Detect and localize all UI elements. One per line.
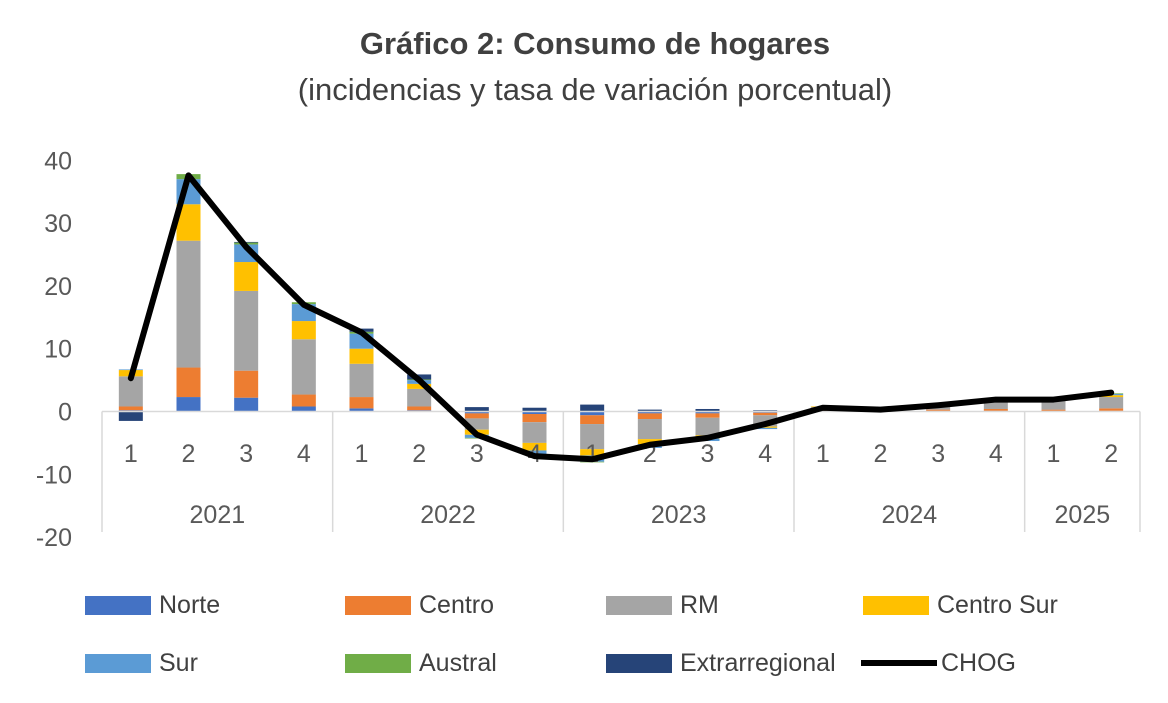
bar-centro (234, 370, 259, 398)
bar-extrarregional (695, 408, 720, 412)
bar-centro (407, 406, 432, 411)
x-tick-label: 4 (297, 440, 311, 468)
y-tick-label: 40 (44, 147, 72, 175)
bar-rm (407, 388, 432, 407)
bar-norte (580, 411, 605, 416)
x-tick-label: 1 (585, 440, 599, 468)
x-tick-label: 1 (355, 440, 369, 468)
bar-centro-sur (580, 449, 605, 456)
bar-rm (1099, 397, 1124, 409)
bar-rm (1041, 400, 1066, 410)
bar-centro (580, 415, 605, 425)
y-tick-label: 10 (44, 336, 72, 364)
bar-centro (176, 367, 201, 398)
x-tick-label: 3 (239, 440, 253, 468)
bar-extrarregional (522, 407, 547, 412)
bar-centro-sur (407, 383, 432, 389)
x-tick-label: 1 (1047, 440, 1061, 468)
bar-extrarregional (118, 411, 143, 421)
bar-rm (983, 399, 1008, 409)
bar-extrarregional (637, 409, 662, 412)
year-group-label: 2025 (1055, 501, 1111, 529)
bar-centro-sur (637, 439, 662, 445)
x-tick-label: 3 (470, 440, 484, 468)
bar-centro (753, 412, 778, 416)
bar-centro (637, 413, 662, 420)
x-tick-label: 2 (1104, 440, 1118, 468)
bar-centro (1041, 409, 1066, 411)
bar-rm (118, 376, 143, 407)
chart-subtitle: (incidencias y tasa de variación porcent… (297, 72, 893, 107)
bar-extrarregional (580, 404, 605, 412)
x-tick-label: 3 (701, 440, 715, 468)
x-tick-label: 1 (816, 440, 830, 468)
bar-rm (176, 240, 201, 368)
x-tick-label: 4 (758, 440, 772, 468)
x-tick-label: 2 (874, 440, 888, 468)
bar-centro (349, 397, 374, 409)
bar-centro (983, 408, 1008, 411)
bar-sur (522, 450, 547, 455)
x-tick-label: 2 (182, 440, 196, 468)
bar-rm (464, 418, 489, 430)
bar-centro-sur (291, 321, 316, 340)
bar-centro-sur (1099, 395, 1124, 398)
year-group-label: 2021 (190, 501, 246, 529)
bar-centro (291, 394, 316, 407)
bar-centro (695, 413, 720, 418)
bar-extrarregional (464, 407, 489, 412)
bar-norte (291, 406, 316, 412)
bar-centro (118, 406, 143, 411)
y-tick-label: -10 (36, 461, 72, 489)
x-tick-label: 1 (124, 440, 138, 468)
bar-rm (695, 417, 720, 436)
x-tick-label: 3 (931, 440, 945, 468)
bar-rm (580, 424, 605, 450)
y-tick-label: -20 (36, 524, 72, 552)
y-tick-label: 0 (58, 399, 72, 427)
bar-norte (349, 408, 374, 412)
chart-title: Gráfico 2: Consumo de hogares (359, 26, 831, 61)
y-tick-label: 30 (44, 210, 72, 238)
x-tick-label: 4 (989, 440, 1003, 468)
bar-sur (753, 427, 778, 430)
bar-norte (464, 411, 489, 414)
bar-centro (522, 414, 547, 423)
bar-rm (234, 290, 259, 371)
bar-norte (234, 397, 259, 412)
year-group-label: 2022 (420, 501, 476, 529)
bar-centro-sur (753, 426, 778, 428)
bar-rm (291, 339, 316, 395)
bar-rm (522, 422, 547, 443)
bar-centro-sur (234, 262, 259, 291)
bar-norte (522, 411, 547, 415)
x-tick-label: 2 (412, 440, 426, 468)
line-chog (127, 172, 1115, 463)
bar-rm (753, 415, 778, 427)
bar-norte (695, 411, 720, 414)
bar-rm (637, 419, 662, 440)
bar-norte (637, 411, 662, 414)
y-tick-label: 20 (44, 273, 72, 301)
bar-norte (176, 397, 201, 412)
bar-centro (926, 409, 951, 411)
bar-centro-sur (349, 348, 374, 364)
year-group-label: 2024 (882, 501, 938, 529)
bar-centro (1099, 408, 1124, 411)
bar-centro-sur (522, 442, 547, 451)
bar-rm (349, 363, 374, 398)
bar-centro (464, 413, 489, 419)
year-group-label: 2023 (651, 501, 707, 529)
bar-austral (464, 437, 489, 439)
